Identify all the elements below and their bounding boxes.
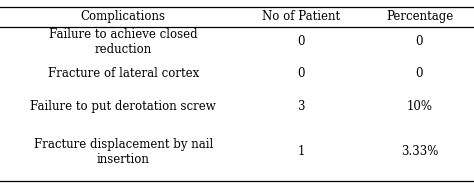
Text: 0: 0 [297, 67, 305, 80]
Text: 0: 0 [416, 67, 423, 80]
Text: 0: 0 [297, 35, 305, 48]
Text: 1: 1 [297, 145, 305, 158]
Text: 3: 3 [297, 100, 305, 113]
Text: Fracture of lateral cortex: Fracture of lateral cortex [47, 67, 199, 80]
Text: Complications: Complications [81, 10, 166, 23]
Text: Failure to put derotation screw: Failure to put derotation screw [30, 100, 216, 113]
Text: 3.33%: 3.33% [401, 145, 438, 158]
Text: 0: 0 [416, 35, 423, 48]
Text: Failure to achieve closed
reduction: Failure to achieve closed reduction [49, 28, 198, 56]
Text: Fracture displacement by nail
insertion: Fracture displacement by nail insertion [34, 138, 213, 166]
Text: 10%: 10% [407, 100, 432, 113]
Text: No of Patient: No of Patient [262, 10, 340, 23]
Text: Percentage: Percentage [386, 10, 453, 23]
